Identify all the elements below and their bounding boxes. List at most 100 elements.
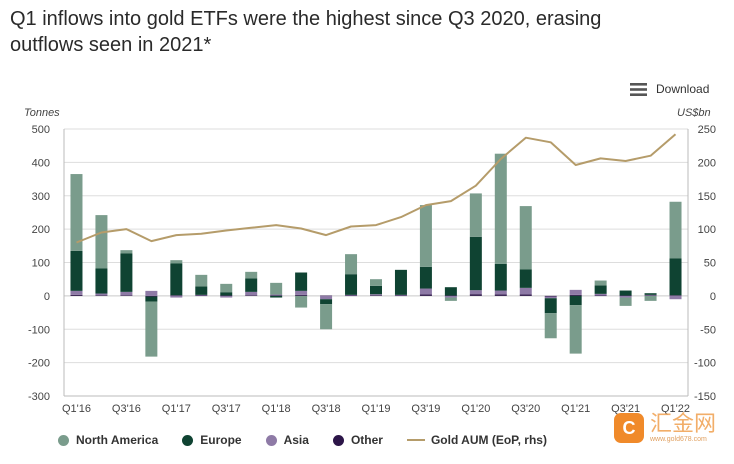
chart-title: Q1 inflows into gold ETFs were the highe… [10,6,710,58]
bar-other [644,295,657,297]
bar-europe [394,269,407,295]
bar-north-america [195,274,208,287]
bar-other [120,295,133,296]
bar-asia [170,295,183,298]
bar-asia [444,295,457,298]
bar-europe [295,272,308,291]
legend: North America Europe Asia Other Gold AUM… [58,433,571,447]
bar-other [170,295,183,296]
bar-asia [544,296,557,299]
y-right-tick-label: 250 [698,124,716,136]
y-left-tick-label: -300 [28,391,50,403]
bar-north-america [619,297,632,306]
right-axis-unit: US$bn [677,107,711,119]
bar-north-america [594,280,607,286]
x-tick-label: Q3'20 [511,403,540,415]
y-right-tick-label: -50 [700,324,716,336]
bar-other [519,294,532,296]
x-tick-label: Q3'21 [611,403,640,415]
bar-other [345,295,358,297]
bar-asia [270,294,283,296]
bar-north-america [469,193,482,237]
bar-north-america [444,297,457,301]
x-tick-label: Q1'17 [162,403,191,415]
legend-label-europe: Europe [200,433,242,447]
bar-europe [120,253,133,292]
bar-north-america [345,254,358,275]
bar-other [469,294,482,296]
bar-asia [419,288,432,295]
legend-swatch-europe [182,434,194,446]
watermark: C 汇金网 www.gold678.com [614,412,716,444]
bar-other [245,295,258,296]
bar-europe [370,285,382,295]
left-axis-unit: Tonnes [24,107,60,119]
x-tick-label: Q1'16 [62,403,91,415]
bar-other [594,295,607,297]
bar-europe [320,299,333,305]
bar-north-america [569,305,582,354]
bar-other [619,295,632,297]
bar-other [220,295,233,297]
y-left-tick-label: 200 [32,224,50,236]
legend-item-north-america[interactable]: North America [58,433,158,447]
gridlines [64,128,688,397]
bar-other [295,294,308,296]
bar-other [394,295,407,297]
x-tick-label: Q3'17 [212,403,241,415]
x-tick-label: Q3'16 [112,403,141,415]
aum-line [76,133,677,244]
watermark-logo-icon: C [614,413,644,443]
bar-europe [519,269,532,288]
legend-item-europe[interactable]: Europe [182,433,242,447]
bar-other [419,294,432,296]
chart-area: 5004003002001000-100-200-300250200150100… [28,124,716,415]
bar-other [195,295,208,297]
bar-north-america [220,283,233,293]
bar-north-america [419,205,432,267]
bar-asia [195,294,208,296]
bar-europe [444,287,457,296]
bar-asia [220,295,233,298]
y-left-tick-label: 500 [32,124,50,136]
y-right-tick-label: -100 [694,358,716,370]
bar-north-america [145,301,158,357]
watermark-text: 汇金网 [650,411,717,436]
legend-item-other[interactable]: Other [332,433,383,447]
bar-other [669,295,682,296]
bar-north-america [70,174,83,251]
aum-line-layer [76,133,677,244]
bar-north-america [370,279,382,286]
bar-asia [320,295,333,300]
bar-other [494,294,507,296]
menu-icon [630,82,647,96]
legend-swatch-other [332,434,344,446]
chart-title-line-2: outflows seen in 2021* [10,34,212,56]
bar-europe [195,286,208,295]
bar-europe [494,263,507,291]
bar-europe [70,250,83,291]
bar-europe [569,295,582,306]
bar-other [270,295,283,297]
bar-north-america [120,250,133,254]
legend-swatch-north-america [58,434,69,446]
legend-label-other: Other [350,433,383,447]
bar-asia [494,290,507,295]
download-button[interactable]: Download [630,82,709,96]
bar-asia [295,290,308,295]
legend-label-aum: Gold AUM (EoP, rhs) [430,433,547,447]
legend-swatch-aum [406,439,425,441]
y-right-tick-label: 0 [710,291,716,303]
bar-europe [245,278,258,292]
bar-other [145,295,158,297]
bar-north-america [320,304,333,330]
legend-label-north-america: North America [76,433,159,447]
bar-north-america [245,271,258,279]
x-tick-label: Q1'19 [361,403,390,415]
legend-item-aum[interactable]: Gold AUM (EoP, rhs) [406,433,547,447]
bar-asia [370,294,382,296]
y-right-tick-label: -150 [694,391,716,403]
bar-north-america [95,215,108,269]
legend-item-asia[interactable]: Asia [265,433,309,447]
bar-europe [544,298,557,314]
